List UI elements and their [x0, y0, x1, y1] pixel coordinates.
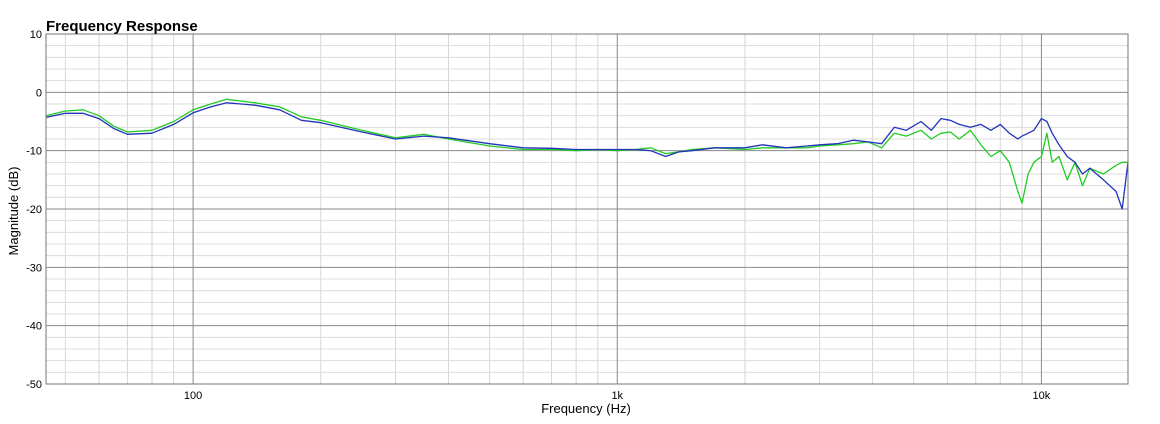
series-layer — [45, 98, 1129, 210]
y-tick-label: -30 — [26, 262, 42, 274]
series-line-2 — [45, 102, 1129, 210]
x-tick-label: 100 — [184, 390, 202, 402]
plot-frame — [45, 33, 1129, 385]
y-tick-label: -10 — [26, 146, 42, 158]
x-tick-label: 1k — [611, 390, 623, 402]
y-axis-label: Magnitude (dB) — [6, 167, 21, 256]
x-axis-label: Frequency (Hz) — [541, 401, 631, 416]
y-tick-label: 10 — [30, 29, 42, 41]
x-tick-label: 10k — [1033, 390, 1051, 402]
y-tick-label: -20 — [26, 204, 42, 216]
y-tick-label: -40 — [26, 321, 42, 333]
y-tick-label: -50 — [26, 379, 42, 391]
chart-title: Frequency Response — [46, 18, 198, 35]
y-tick-label: 0 — [36, 87, 42, 99]
